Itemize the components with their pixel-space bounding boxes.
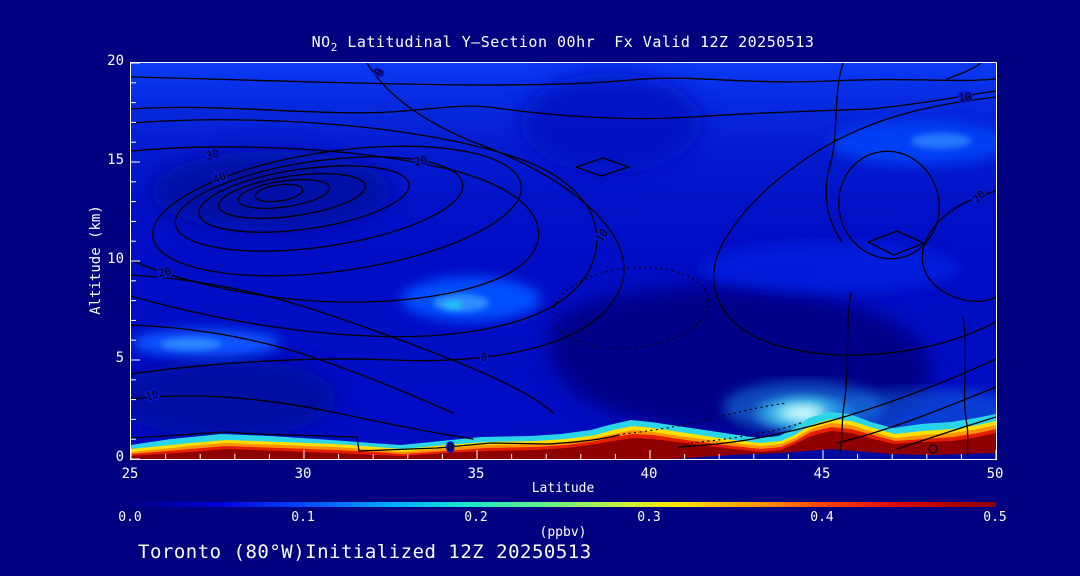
colorbar-tick-label: 0.2 xyxy=(464,510,488,525)
contour-label: 10 xyxy=(144,387,161,403)
contour-label: 10 xyxy=(958,90,973,105)
chart-title-rest: Latitudinal Y—Section 00hr Fx Valid 12Z … xyxy=(337,33,815,51)
y-tick-label: 10 xyxy=(107,251,124,267)
colorbar-tick-label: 0.0 xyxy=(118,510,142,525)
chart-title: NO2 Latitudinal Y—Section 00hr Fx Valid … xyxy=(130,33,996,54)
plot-frame: 0 30 40 20 10 0 20 10 10 20 0 xyxy=(130,62,997,460)
x-tick-label: 50 xyxy=(986,466,1004,482)
footer-run-info: Toronto (80°W)Initialized 12Z 20250513 xyxy=(138,541,592,563)
y-tick-label: 5 xyxy=(115,350,124,366)
x-tick-label: 45 xyxy=(813,466,831,482)
contour-lines xyxy=(131,63,996,457)
colorbar-units-label: (ppbv) xyxy=(539,525,587,540)
chart-title-prefix: NO xyxy=(311,33,331,51)
y-tick-label: 15 xyxy=(107,152,124,168)
contour-label: 20 xyxy=(413,153,429,168)
x-tick-label: 35 xyxy=(467,466,485,482)
x-tick-label: 40 xyxy=(640,466,658,482)
y-tick-label: 0 xyxy=(115,449,124,465)
boundary-layer-bands xyxy=(131,412,996,459)
colorbar-tick-label: 0.4 xyxy=(810,510,834,525)
colorbar-tick-label: 0.3 xyxy=(637,510,661,525)
colorbar-tick-label: 0.1 xyxy=(291,510,315,525)
contour-label: 20 xyxy=(157,265,172,280)
colorbar-tick-label: 0.5 xyxy=(983,510,1007,525)
chart-title-subscript: 2 xyxy=(330,41,338,54)
x-tick-label: 25 xyxy=(121,466,139,482)
contour-lines-negative-dotted xyxy=(552,266,802,444)
x-tick-label: 30 xyxy=(294,466,312,482)
axis-tick-layer xyxy=(131,63,996,459)
contour-label: 0 xyxy=(480,350,488,364)
contour-label: 0 xyxy=(447,441,454,454)
y-tick-label: 20 xyxy=(107,53,124,69)
light-fill-cores xyxy=(161,133,971,350)
contour-label: 30 xyxy=(205,147,221,163)
colorbar xyxy=(130,502,996,507)
x-axis-label: Latitude xyxy=(531,481,595,496)
